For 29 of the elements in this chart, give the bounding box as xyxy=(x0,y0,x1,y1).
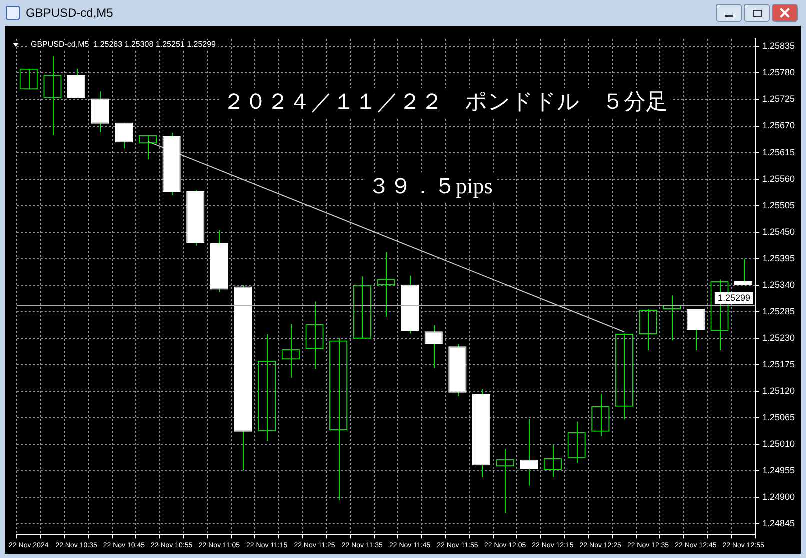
y-tick-label: 1.25395 xyxy=(762,253,796,264)
y-tick-label: 1.25340 xyxy=(762,280,796,290)
ref-line-label: 1.25299 xyxy=(718,292,750,303)
y-tick-label: 1.25670 xyxy=(762,120,796,131)
y-tick-label: 1.25285 xyxy=(762,306,796,316)
y-tick-label: 1.25505 xyxy=(762,200,796,210)
y-tick-label: 1.25175 xyxy=(762,359,796,370)
y-tick-label: 1.25120 xyxy=(762,386,796,396)
annotation: ２０２４／１１／２２ ポンドドル ５分足 xyxy=(222,89,668,114)
y-tick-label: 1.25780 xyxy=(762,68,796,78)
candlestick xyxy=(67,68,86,99)
y-tick-label: 1.25725 xyxy=(762,94,796,104)
y-tick-label: 1.25615 xyxy=(762,147,796,158)
y-tick-label: 1.25450 xyxy=(762,226,796,237)
y-tick-label: 1.25010 xyxy=(762,438,796,449)
y-tick-label: 1.25230 xyxy=(762,332,796,343)
candlestick xyxy=(734,258,753,286)
annotation: ３９．５pips xyxy=(368,173,493,198)
y-tick-label: 1.25560 xyxy=(762,174,796,184)
candlestick xyxy=(520,418,538,486)
candlestick xyxy=(91,91,110,134)
y-tick-label: 1.25835 xyxy=(762,41,796,52)
y-tick-label: 1.24955 xyxy=(762,465,796,476)
y-tick-label: 1.24845 xyxy=(762,518,796,528)
y-tick-label: 1.24900 xyxy=(762,492,796,502)
candlestick xyxy=(686,308,705,351)
chart-title: GBPUSD-cd,M5 xyxy=(26,6,114,20)
chart-subtitle: GBPUSD-cd,M5 1.25263 1.25308 1.25251 1.25299 xyxy=(30,40,217,50)
y-tick-label: 1.25065 xyxy=(762,412,796,422)
